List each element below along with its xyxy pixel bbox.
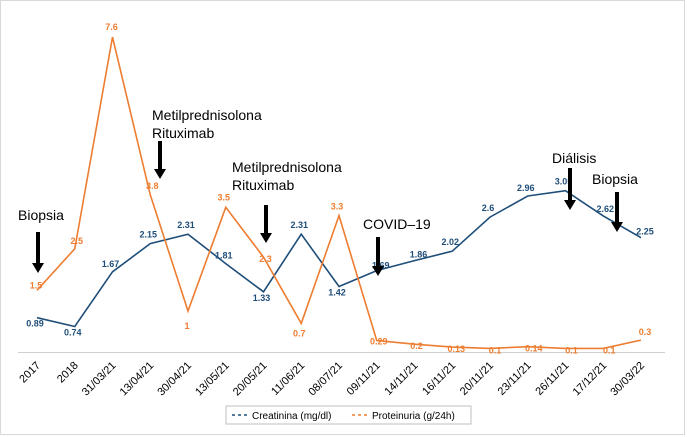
data-label-proteinuria: 0.1 [489,345,502,355]
data-label-creatinina: 3.05 [555,177,573,187]
x-tick-label: 31/03/21 [80,360,119,399]
annotation-biopsia-1-text: Biopsia [18,207,64,223]
data-label-proteinuria: 0.2 [410,341,423,351]
x-tick-label: 11/06/21 [269,360,307,398]
x-tick-label: 16/11/21 [420,360,458,398]
legend-label-proteinuria: Proteinuria (g/24h) [372,411,455,422]
annotation-dialisis-text: Diálisis [552,150,596,166]
x-tick-label: 20/11/21 [458,360,496,398]
data-label-creatinina: 2.25 [636,227,654,237]
data-label-creatinina: 2.6 [482,203,495,213]
annotation-metil-2-arrow-head [260,233,272,243]
data-label-creatinina: 2.96 [517,183,535,193]
data-label-proteinuria: 0.1 [565,345,578,355]
x-tick-label: 13/05/21 [193,360,232,399]
legend-box [225,405,472,425]
data-label-proteinuria: 3.5 [217,192,230,202]
data-label-creatinina: 2.62 [596,204,614,214]
data-label-proteinuria: 0.29 [370,336,388,346]
annotation-biopsia-2-arrow-head [611,222,623,232]
x-tick-label: 30/04/21 [155,360,194,399]
x-tick-label: 20/05/21 [231,360,270,399]
data-label-creatinina: 2.31 [177,220,195,230]
annotation-metil-2-text: Rituximab [232,177,294,193]
data-label-proteinuria: 0.14 [525,344,543,354]
data-label-proteinuria: 7.6 [105,22,118,32]
data-label-creatinina: 1.67 [102,259,120,269]
annotation-metil-1-text: Metilprednisolona [152,107,262,123]
annotation-dialisis-arrow-head [564,200,576,210]
annotation-metil-1-text: Rituximab [152,125,214,141]
data-label-creatinina: 1.69 [372,261,390,271]
data-label-proteinuria: 0.7 [293,328,306,338]
data-label-creatinina: 2.02 [441,237,459,247]
data-label-proteinuria: 3.8 [146,181,159,191]
data-label-proteinuria: 3.3 [331,202,344,212]
x-tick-label: 14/11/21 [382,360,420,398]
data-label-proteinuria: 2.5 [70,236,83,246]
x-tick-label: 23/11/21 [496,360,534,398]
data-label-creatinina: 1.86 [410,250,428,260]
annotation-metil-1-arrow-head [154,169,166,179]
data-label-creatinina: 2.31 [290,220,308,230]
x-tick-label: 08/07/21 [306,360,345,399]
legend-label-creatinina: Creatinina (mg/dl) [252,411,331,422]
series-line-proteinuria [36,36,642,350]
data-label-proteinuria: 2.3 [259,254,272,264]
series-line-creatinina [36,189,642,328]
annotation-metil-2-text: Metilprednisolona [232,159,342,175]
data-label-creatinina: 0.89 [26,319,44,329]
annotation-biopsia-1-arrow-head [32,263,44,273]
data-label-creatinina: 1.81 [215,251,233,261]
x-tick-label: 26/11/21 [533,360,571,398]
data-label-creatinina: 0.74 [64,327,82,337]
data-label-creatinina: 2.15 [139,230,157,240]
x-tick-label: 17/12/21 [571,360,610,399]
x-tick-label: 13/04/21 [118,360,157,399]
x-tick-label: 2017 [17,360,43,386]
annotation-covid-arrow-head [372,266,384,276]
annotation-covid-text: COVID–19 [363,216,431,232]
data-label-creatinina: 1.33 [253,293,271,303]
data-label-proteinuria: 0.3 [639,327,652,337]
data-label-creatinina: 1.42 [328,288,346,298]
data-label-proteinuria: 1 [184,321,189,331]
x-tick-label: 09/11/21 [345,360,383,398]
x-tick-label: 30/03/22 [608,360,647,399]
x-tick-label: 2018 [55,360,81,386]
data-label-proteinuria: 0.1 [603,345,616,355]
data-label-proteinuria: 1.5 [30,280,43,290]
annotation-biopsia-2-text: Biopsia [592,171,638,187]
data-label-proteinuria: 0.13 [447,344,465,354]
